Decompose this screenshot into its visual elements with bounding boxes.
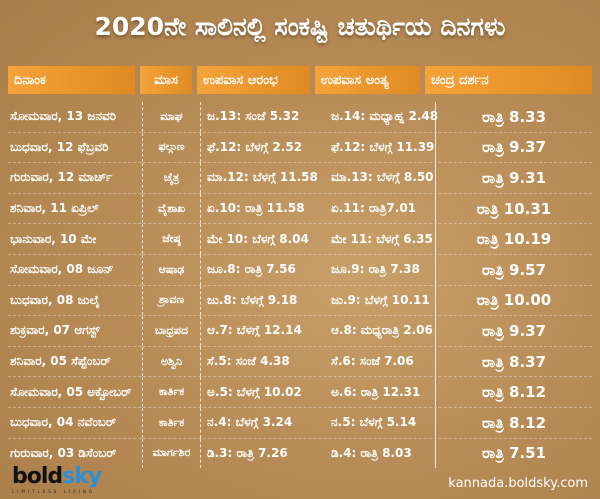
header-moonrise: ಚಂದ್ರ ದರ್ಶನ (425, 66, 592, 94)
header-month: ಮಾಸ (140, 66, 192, 94)
fast-start-cell: ಮಾ.12: ಬೆಳಗ್ಗೆ 11.58 (200, 163, 325, 193)
month-cell: ಕಾರ್ತಿಕ (142, 377, 200, 407)
date-cell: ಗುರುವಾರ, 03 ಡಿಸೆಂಬರ್ (10, 445, 117, 460)
moonrise-cell: ರಾತ್ರಿ 10.31 (435, 193, 592, 224)
fast-end-cell: ಫೆ.12: ಬೆಳಗ್ಗೆ 11.39 (331, 139, 435, 154)
fast-end-cell: ಮೇ 11: ಬೆಳಗ್ಗೆ 6.35 (331, 231, 433, 246)
fast-end-cell: ಜೂ.9: ರಾತ್ರಿ 7.38 (331, 262, 420, 277)
header-date: ದಿನಾಂಕ (8, 66, 135, 94)
fast-end-cell: ಅ.6: ರಾತ್ರಿ 12.31 (331, 384, 421, 399)
header-fast-start: ಉಪವಾಸ ಆರಂಭ (197, 66, 310, 94)
moonrise-cell: ರಾತ್ರಿ 10.00 (435, 285, 592, 316)
date-cell: ಸೋಮವಾರ, 05 ಅಕ್ಟೋಬರ್ (10, 384, 132, 399)
month-cell: ಮಾರ್ಗಶಿರ (142, 438, 200, 469)
fast-start-cell: ಸೆ.5: ಸಂಜೆ 4.38 (200, 346, 325, 377)
table-row: ಸೋಮವಾರ, 05 ಅಕ್ಟೋಬರ್ ಕಾರ್ತಿಕ ಅ.5: ಬೆಳಗ್ಗೆ 1… (8, 377, 592, 408)
fast-end-cell: ನ.5: ಬೆಳಗ್ಗೆ 5.14 (331, 415, 417, 430)
fast-start-cell: ಏ.10: ರಾತ್ರಿ 11.58 (200, 193, 325, 224)
date-cell: ಬುಧವಾರ, 08 ಜುಲೈ (10, 292, 100, 307)
table-row: ಶನಿವಾರ, 05 ಸೆಪ್ಟೆಂಬರ್ ಅಶ್ವಿನಿ ಸೆ.5: ಸಂಜೆ 4… (8, 346, 592, 378)
month-cell: ಫಲ್ಗುಣ (142, 132, 200, 163)
fast-end-cell: ಜು.9: ಬೆಳಗ್ಗೆ 10.11 (331, 292, 430, 307)
date-cell: ಶನಿವಾರ, 05 ಸೆಪ್ಟೆಂಬರ್ (10, 354, 111, 369)
table-row: ಬುಧವಾರ, 12 ಫೆಬ್ರವರಿ ಫಲ್ಗುಣ ಫೆ.12: ಬೆಳಗ್ಗೆ … (8, 132, 592, 164)
moonrise-cell: ರಾತ್ರಿ 8.12 (435, 377, 592, 407)
date-cell: ಸೋಮವಾರ, 13 ಜನವರಿ (10, 109, 117, 124)
boldsky-logo: boldsky LIMITLESS LIVING (12, 464, 102, 494)
month-cell: ಆಷಾಢ (142, 254, 200, 285)
fast-end-cell: ಮಾ.13: ಬೆಳಗ್ಗೆ 8.50 (331, 170, 434, 185)
fast-start-cell: ಜು.8: ಬೆಳಗ್ಗೆ 9.18 (200, 285, 325, 316)
moonrise-cell: ರಾತ್ರಿ 9.37 (435, 316, 592, 346)
fast-end-cell: ಸೆ.6: ಸಂಜೆ 7.06 (331, 354, 414, 369)
fast-start-cell: ಅ.5: ಬೆಳಗ್ಗೆ 10.02 (200, 377, 325, 407)
fast-start-cell: ಫೆ.12: ಬೆಳಗ್ಗೆ 2.52 (200, 132, 325, 163)
fast-start-cell: ಮೇ 10: ಬೆಳಗ್ಗೆ 8.04 (200, 224, 325, 254)
moonrise-cell: ರಾತ್ರಿ 8.12 (435, 407, 592, 438)
month-cell: ಚೈತ್ರ (142, 163, 200, 193)
month-cell: ಜೇಷ್ಠ (142, 224, 200, 254)
schedule-table: ಸೋಮವಾರ, 13 ಜನವರಿ ಮಾಘ ಜ.13: ಸಂಜೆ 5.32 ಜ.14: … (8, 102, 592, 469)
table-row: ಶುಕ್ರವಾರ, 07 ಆಗಸ್ಟ್ ಬಾಧ್ರಪದ ಆ.7: ಬೆಳಗ್ಗೆ 1… (8, 316, 592, 347)
table-row: ಸೋಮವಾರ, 08 ಜೂನ್ ಆಷಾಢ ಜೂ.8: ರಾತ್ರಿ 7.56 ಜೂ.9… (8, 254, 592, 286)
table-row: ಬುಧವಾರ, 08 ಜುಲೈ ಶ್ರಾವಣ ಜು.8: ಬೆಳಗ್ಗೆ 9.18 ಜ… (8, 285, 592, 317)
moonrise-cell: ರಾತ್ರಿ 9.57 (435, 254, 592, 285)
month-cell: ಮಾಘ (142, 102, 200, 132)
moonrise-cell: ರಾತ್ರಿ 9.31 (435, 163, 592, 193)
date-cell: ಬುಧವಾರ, 04 ನವೆಂಬರ್ (10, 415, 117, 430)
fast-start-cell: ಆ.7: ಬೆಳಗ್ಗೆ 12.14 (200, 316, 325, 346)
fast-end-cell: ಡಿ.4: ರಾತ್ರಿ 8.03 (331, 445, 412, 460)
table-row: ಗುರುವಾರ, 03 ಡಿಸೆಂಬರ್ ಮಾರ್ಗಶಿರ ಡಿ.3: ರಾತ್ರಿ… (8, 438, 592, 469)
date-cell: ಗುರುವಾರ, 12 ಮಾರ್ಚ್ (10, 170, 113, 185)
date-cell: ಶನಿವಾರ, 11 ಏಪ್ರಿಲ್ (10, 201, 99, 216)
table-row: ಭಾನುವಾರ, 10 ಮೇ ಜೇಷ್ಠ ಮೇ 10: ಬೆಳಗ್ಗೆ 8.04 ಮೇ… (8, 224, 592, 255)
fast-start-cell: ಡಿ.3: ರಾತ್ರಿ 7.26 (200, 438, 325, 469)
moonrise-cell: ರಾತ್ರಿ 8.37 (435, 346, 592, 377)
header-fast-end: ಉಪವಾಸ ಅಂತ್ಯ (315, 66, 420, 94)
month-cell: ಬಾಧ್ರಪದ (142, 316, 200, 346)
moonrise-cell: ರಾತ್ರಿ 9.37 (435, 132, 592, 163)
month-cell: ಶ್ರಾವಣ (142, 285, 200, 316)
date-cell: ಶುಕ್ರವಾರ, 07 ಆಗಸ್ಟ್ (10, 323, 100, 338)
table-row: ಗುರುವಾರ, 12 ಮಾರ್ಚ್ ಚೈತ್ರ ಮಾ.12: ಬೆಳಗ್ಗೆ 11… (8, 163, 592, 194)
month-cell: ವೈಶಾಖ (142, 193, 200, 224)
table-row: ಸೋಮವಾರ, 13 ಜನವರಿ ಮಾಘ ಜ.13: ಸಂಜೆ 5.32 ಜ.14: … (8, 102, 592, 133)
fast-start-cell: ಜೂ.8: ರಾತ್ರಿ 7.56 (200, 254, 325, 285)
date-cell: ಸೋಮವಾರ, 08 ಜೂನ್ (10, 262, 114, 277)
moonrise-cell: ರಾತ್ರಿ 8.33 (435, 102, 592, 132)
date-cell: ಬುಧವಾರ, 12 ಫೆಬ್ರವರಿ (10, 139, 109, 154)
table-row: ಬುಧವಾರ, 04 ನವೆಂಬರ್ ಕಾರ್ತಿಕ ನ.4: ಬೆಳಗ್ಗೆ 3.… (8, 407, 592, 439)
fast-start-cell: ನ.4: ಬೆಳಗ್ಗೆ 3.24 (200, 407, 325, 438)
fast-end-cell: ಏ.11: ರಾತ್ರಿ7.01 (331, 201, 417, 216)
fast-start-cell: ಜ.13: ಸಂಜೆ 5.32 (200, 102, 325, 132)
month-cell: ಕಾರ್ತಿಕ (142, 407, 200, 438)
fast-end-cell: ಜ.14: ಮಧ್ಯಾಹ್ನ 2.48 (331, 109, 439, 124)
month-cell: ಅಶ್ವಿನಿ (142, 346, 200, 377)
moonrise-cell: ರಾತ್ರಿ 10.19 (435, 224, 592, 254)
site-url: kannada.boldsky.com (448, 476, 588, 491)
date-cell: ಭಾನುವಾರ, 10 ಮೇ (10, 231, 97, 246)
moonrise-cell: ರಾತ್ರಿ 7.51 (435, 438, 592, 469)
fast-end-cell: ಆ.8: ಮಧ್ಯರಾತ್ರಿ 2.06 (331, 323, 433, 338)
table-row: ಶನಿವಾರ, 11 ಏಪ್ರಿಲ್ ವೈಶಾಖ ಏ.10: ರಾತ್ರಿ 11.5… (8, 193, 592, 225)
page-title: 2020ನೇ ಸಾಲಿನಲ್ಲಿ ಸಂಕಷ್ಟಿ ಚತುರ್ಥಿಯ ದಿನಗಳು (94, 12, 506, 41)
